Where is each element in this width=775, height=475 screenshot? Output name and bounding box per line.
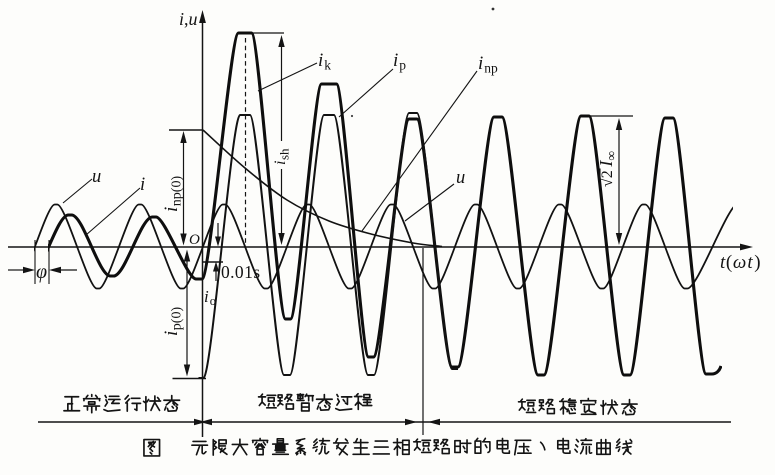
svg-text:i,u: i,u [179,9,198,29]
svg-text:O: O [189,232,200,248]
svg-text:0.01s: 0.01s [221,262,260,282]
svg-text:ish: ish [272,148,292,165]
svg-text:u: u [92,167,101,187]
svg-text:i: i [140,175,145,195]
svg-text:t(ωt): t(ωt) [720,252,761,273]
svg-text:φ: φ [36,261,47,283]
svg-text:io: io [204,287,216,308]
svg-text:u: u [456,168,465,188]
